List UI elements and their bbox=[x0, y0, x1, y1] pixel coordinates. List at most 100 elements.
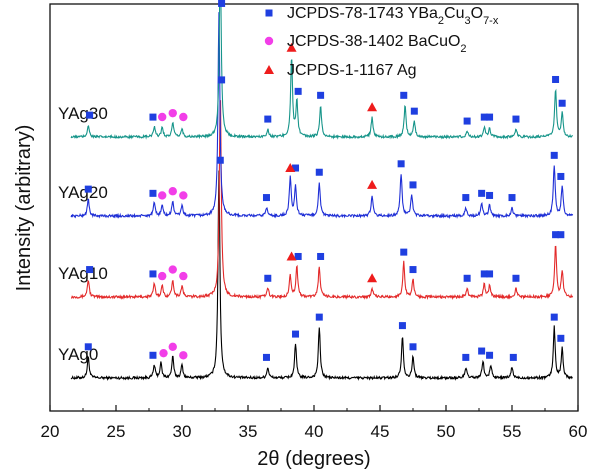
series-line-yag30 bbox=[70, 0, 573, 140]
x-tick-label: 25 bbox=[107, 422, 126, 441]
ybco-peak-marker bbox=[462, 194, 470, 202]
ybco-peak-marker bbox=[400, 248, 408, 256]
ybco-peak-marker bbox=[486, 270, 494, 278]
ybco-peak-marker bbox=[550, 313, 558, 321]
ybco-peak-marker bbox=[262, 353, 270, 361]
series-label-yag30: YAg30 bbox=[58, 104, 108, 123]
ybco-peak-marker bbox=[84, 343, 92, 351]
ybco-peak-marker bbox=[149, 189, 157, 197]
ybco-peak-marker bbox=[264, 115, 272, 123]
ybco-peak-marker bbox=[398, 322, 406, 330]
ybco-peak-marker bbox=[508, 194, 516, 202]
ybco-peak-marker bbox=[480, 270, 488, 278]
ybco-peak-marker bbox=[294, 252, 302, 260]
bacuo2-peak-marker bbox=[159, 348, 168, 358]
series-line-yag20 bbox=[70, 12, 574, 220]
ybco-peak-marker bbox=[149, 270, 157, 278]
ybco-peak-marker bbox=[218, 0, 226, 7]
ybco-peak-marker bbox=[512, 115, 520, 123]
ybco-peak-marker bbox=[512, 274, 520, 282]
ybco-peak-marker bbox=[292, 164, 300, 172]
ybco-peak-marker bbox=[409, 181, 417, 189]
ybco-peak-marker bbox=[478, 347, 486, 355]
ybco-peak-marker bbox=[550, 151, 558, 159]
ybco-peak-marker bbox=[218, 76, 226, 84]
series-label-yag20: YAg20 bbox=[58, 183, 108, 202]
bacuo2-peak-marker bbox=[179, 112, 188, 122]
ag-peak-marker bbox=[367, 273, 378, 283]
legend-label-triangle: JCPDS-1-1167 Ag bbox=[287, 62, 417, 79]
x-tick-label: 20 bbox=[41, 422, 60, 441]
y-axis-title: Intensity (arbitrary) bbox=[13, 125, 35, 292]
ybco-peak-marker bbox=[463, 117, 471, 125]
bacuo2-peak-marker bbox=[158, 112, 167, 122]
ybco-peak-marker bbox=[262, 194, 270, 202]
x-axis-title: 2θ (degrees) bbox=[257, 448, 370, 470]
ybco-peak-marker bbox=[557, 334, 565, 342]
series-layer: YAg0 YAg10 YAg20 YAg30 bbox=[58, 0, 574, 381]
bacuo2-peak-marker bbox=[264, 36, 274, 46]
ybco-peak-marker bbox=[149, 113, 157, 121]
bacuo2-peak-marker bbox=[168, 342, 177, 351]
bacuo2-peak-marker bbox=[179, 271, 188, 281]
ybco-peak-marker bbox=[265, 9, 273, 17]
ybco-peak-marker bbox=[149, 351, 157, 359]
ybco-peak-marker bbox=[462, 353, 470, 361]
series-label-yag0: YAg0 bbox=[58, 345, 98, 364]
bacuo2-peak-marker bbox=[168, 187, 177, 196]
ybco-peak-marker bbox=[317, 252, 325, 260]
ybco-peak-marker bbox=[558, 99, 566, 107]
ybco-peak-marker bbox=[410, 107, 418, 115]
ybco-peak-marker bbox=[463, 274, 471, 282]
series-line-yag0 bbox=[70, 170, 573, 381]
x-tick-label: 40 bbox=[305, 422, 324, 441]
x-tick-label: 60 bbox=[569, 422, 588, 441]
ybco-peak-marker bbox=[478, 189, 486, 197]
ybco-peak-marker bbox=[557, 172, 565, 180]
x-tick-label: 35 bbox=[239, 422, 258, 441]
ybco-peak-marker bbox=[315, 313, 323, 321]
series-label-yag10: YAg10 bbox=[58, 264, 108, 283]
legend: JCPDS-78-1743 YBa2Cu3O7-x JCPDS-38-1402 B… bbox=[264, 5, 499, 79]
ybco-peak-marker bbox=[317, 91, 325, 99]
bacuo2-peak-marker bbox=[168, 265, 177, 274]
ag-peak-marker bbox=[367, 102, 378, 112]
ybco-peak-marker bbox=[264, 274, 272, 282]
ybco-peak-marker bbox=[86, 266, 94, 274]
ybco-peak-marker bbox=[409, 343, 417, 351]
x-tick-label: 50 bbox=[437, 422, 456, 441]
series-line-yag10 bbox=[70, 99, 574, 301]
ag-peak-marker bbox=[285, 163, 296, 173]
ybco-peak-marker bbox=[294, 87, 302, 95]
ybco-peak-marker bbox=[409, 266, 417, 274]
bacuo2-peak-marker bbox=[179, 351, 188, 360]
ybco-peak-marker bbox=[486, 191, 494, 199]
ybco-peak-marker bbox=[315, 168, 323, 176]
ybco-peak-marker bbox=[86, 111, 94, 119]
ybco-peak-marker bbox=[509, 353, 517, 361]
marker-layer bbox=[84, 0, 566, 361]
bacuo2-peak-marker bbox=[158, 191, 167, 200]
legend-label-circle: JCPDS-38-1402 BaCuO2 bbox=[287, 33, 467, 55]
ybco-peak-marker bbox=[552, 75, 560, 83]
x-axis: 20 25 30 35 40 45 50 55 60 bbox=[41, 405, 588, 441]
legend-label-square: JCPDS-78-1743 YBa2Cu3O7-x bbox=[287, 5, 499, 27]
ybco-peak-marker bbox=[292, 330, 300, 338]
bacuo2-peak-marker bbox=[158, 271, 167, 281]
bacuo2-peak-marker bbox=[179, 191, 188, 200]
x-tick-label: 45 bbox=[371, 422, 390, 441]
x-tick-label: 55 bbox=[503, 422, 522, 441]
x-tick-label: 30 bbox=[173, 422, 192, 441]
ag-peak-marker bbox=[286, 42, 297, 52]
ybco-peak-marker bbox=[400, 91, 408, 99]
bacuo2-peak-marker bbox=[168, 108, 177, 118]
ag-peak-marker bbox=[264, 65, 274, 74]
ybco-peak-marker bbox=[397, 160, 405, 168]
ag-peak-marker bbox=[367, 179, 378, 189]
ybco-peak-marker bbox=[486, 113, 494, 121]
ybco-peak-marker bbox=[486, 351, 494, 359]
ybco-peak-marker bbox=[84, 185, 92, 193]
ybco-peak-marker bbox=[557, 231, 565, 239]
ybco-peak-marker bbox=[480, 113, 488, 121]
